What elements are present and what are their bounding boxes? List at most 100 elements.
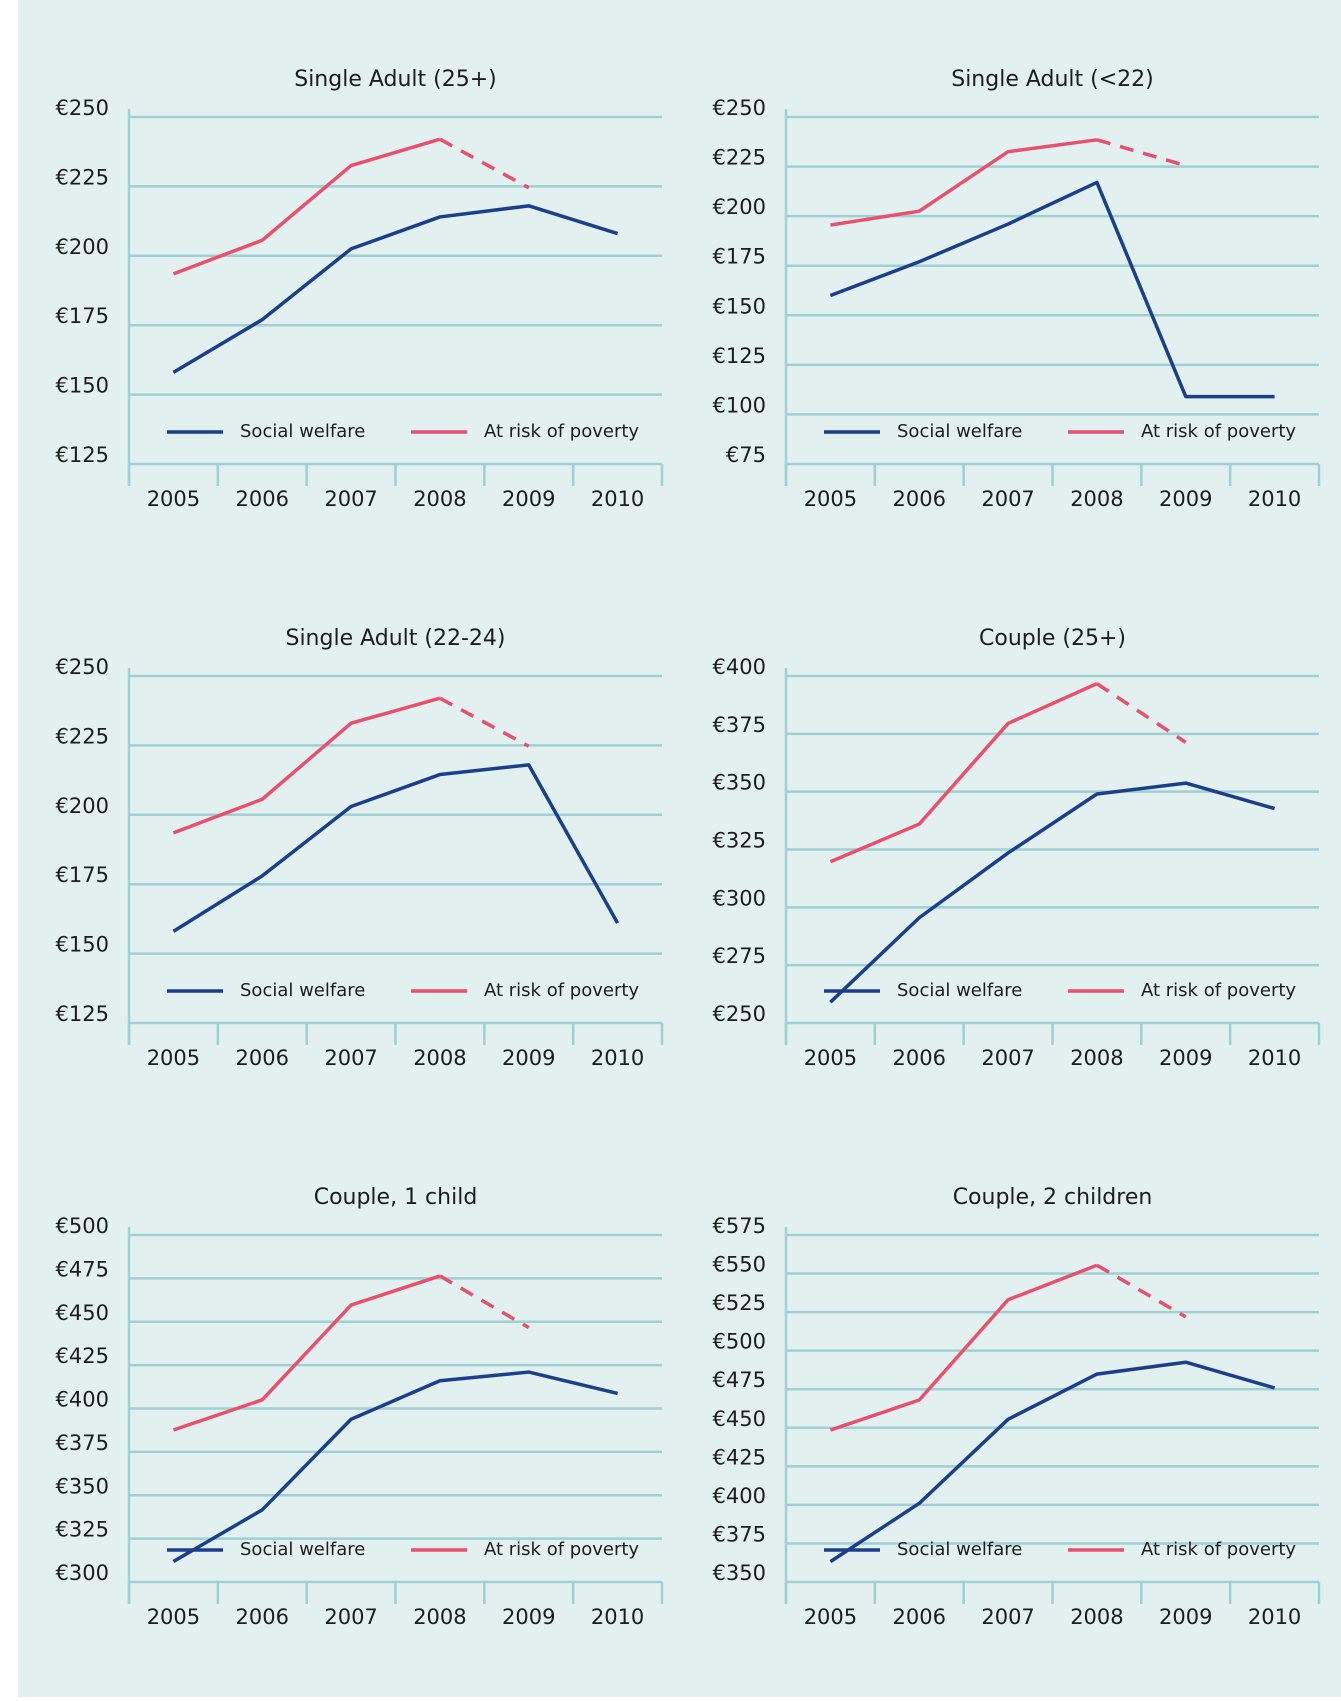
x-tick-label: 2006 xyxy=(236,487,289,511)
y-tick-label: €400 xyxy=(713,1484,766,1508)
x-tick-label: 2005 xyxy=(804,1605,857,1629)
x-tick-label: 2009 xyxy=(502,1046,555,1070)
chart-title: Single Adult (22-24) xyxy=(285,626,505,651)
y-tick-label: €100 xyxy=(713,393,766,417)
y-tick-label: €150 xyxy=(713,294,766,318)
series-line xyxy=(172,1370,618,1564)
y-tick-label: €175 xyxy=(56,863,109,887)
series-line-dashed xyxy=(1096,1263,1187,1319)
legend-label: Social welfare xyxy=(897,980,1022,1001)
y-tick-label: €200 xyxy=(56,794,109,818)
legend-label: Social welfare xyxy=(240,421,365,442)
x-tick-label: 2010 xyxy=(591,1046,644,1070)
x-tick-label: 2005 xyxy=(147,1605,200,1629)
y-tick-label: €375 xyxy=(56,1431,109,1455)
y-tick-label: €200 xyxy=(713,195,766,219)
legend-label: At risk of poverty xyxy=(1141,421,1296,442)
series-line-dashed xyxy=(1096,138,1187,168)
x-tick-label: 2006 xyxy=(236,1046,289,1070)
x-tick-label: 2006 xyxy=(893,1605,946,1629)
x-tick-label: 2008 xyxy=(413,1046,466,1070)
legend-label: Social welfare xyxy=(897,1539,1022,1560)
y-tick-label: €375 xyxy=(713,713,766,737)
legend-label: At risk of poverty xyxy=(484,980,639,1001)
x-tick-label: 2010 xyxy=(591,1605,644,1629)
y-tick-label: €400 xyxy=(713,655,766,679)
y-tick-label: €575 xyxy=(713,1214,766,1238)
y-tick-label: €250 xyxy=(713,1002,766,1026)
y-tick-label: €350 xyxy=(713,771,766,795)
chart-title: Couple, 2 children xyxy=(953,1185,1153,1210)
series-line xyxy=(830,138,1098,227)
x-tick-label: 2007 xyxy=(981,1046,1034,1070)
x-tick-label: 2008 xyxy=(1070,1605,1123,1629)
legend-label: Social welfare xyxy=(897,421,1022,442)
y-tick-label: €225 xyxy=(56,165,109,189)
series-line xyxy=(829,180,1275,399)
x-tick-label: 2007 xyxy=(324,487,377,511)
y-tick-label: €250 xyxy=(713,96,766,120)
y-tick-label: €325 xyxy=(713,829,766,853)
chart-title: Couple, 1 child xyxy=(314,1185,478,1210)
series-line xyxy=(829,682,1098,864)
x-tick-label: 2008 xyxy=(413,487,466,511)
y-tick-label: €75 xyxy=(726,443,766,467)
series-line xyxy=(172,137,441,276)
y-tick-label: €550 xyxy=(713,1253,766,1277)
legend-label: At risk of poverty xyxy=(484,1539,639,1560)
y-tick-label: €500 xyxy=(713,1330,766,1354)
x-tick-label: 2007 xyxy=(981,487,1034,511)
series-line-dashed xyxy=(439,137,530,190)
y-tick-label: €125 xyxy=(56,443,109,467)
chart-title: Single Adult (<22) xyxy=(951,67,1154,92)
x-tick-label: 2008 xyxy=(1070,487,1123,511)
x-tick-label: 2007 xyxy=(324,1046,377,1070)
chart-title: Couple (25+) xyxy=(979,626,1126,651)
legend-label: Social welfare xyxy=(240,1539,365,1560)
x-tick-label: 2006 xyxy=(236,1605,289,1629)
series-line xyxy=(829,1263,1098,1432)
y-tick-label: €450 xyxy=(713,1407,766,1431)
y-tick-label: €250 xyxy=(56,96,109,120)
legend-label: Social welfare xyxy=(240,980,365,1001)
y-tick-label: €175 xyxy=(713,245,766,269)
y-tick-label: €200 xyxy=(56,235,109,259)
y-tick-label: €525 xyxy=(713,1291,766,1315)
y-tick-label: €350 xyxy=(56,1474,109,1498)
x-tick-label: 2009 xyxy=(502,487,555,511)
x-tick-label: 2010 xyxy=(591,487,644,511)
x-tick-label: 2009 xyxy=(1159,1605,1212,1629)
y-tick-label: €300 xyxy=(713,886,766,910)
series-line-dashed xyxy=(1095,682,1187,744)
y-tick-label: €275 xyxy=(713,944,766,968)
x-tick-label: 2008 xyxy=(413,1605,466,1629)
legend-label: At risk of poverty xyxy=(484,421,639,442)
y-tick-label: €375 xyxy=(713,1522,766,1546)
y-tick-label: €350 xyxy=(713,1561,766,1585)
y-tick-label: €250 xyxy=(56,655,109,679)
legend-label: At risk of poverty xyxy=(1141,1539,1296,1560)
y-tick-label: €500 xyxy=(56,1214,109,1238)
x-tick-label: 2010 xyxy=(1248,1605,1301,1629)
series-line xyxy=(829,781,1276,1004)
x-tick-label: 2010 xyxy=(1248,487,1301,511)
x-tick-label: 2007 xyxy=(981,1605,1034,1629)
series-line xyxy=(172,696,441,835)
x-tick-label: 2009 xyxy=(1159,487,1212,511)
x-tick-label: 2007 xyxy=(324,1605,377,1629)
y-tick-label: €225 xyxy=(56,724,109,748)
y-tick-label: €300 xyxy=(56,1561,109,1585)
y-tick-label: €225 xyxy=(713,146,766,170)
y-tick-label: €125 xyxy=(56,1002,109,1026)
x-tick-label: 2006 xyxy=(893,1046,946,1070)
x-tick-label: 2010 xyxy=(1248,1046,1301,1070)
series-line xyxy=(172,1274,441,1432)
y-tick-label: €325 xyxy=(56,1518,109,1542)
y-tick-label: €150 xyxy=(56,374,109,398)
x-tick-label: 2008 xyxy=(1070,1046,1123,1070)
y-tick-label: €425 xyxy=(713,1445,766,1469)
series-line-dashed xyxy=(439,696,530,748)
series-line xyxy=(829,1360,1276,1564)
y-tick-label: €125 xyxy=(713,344,766,368)
